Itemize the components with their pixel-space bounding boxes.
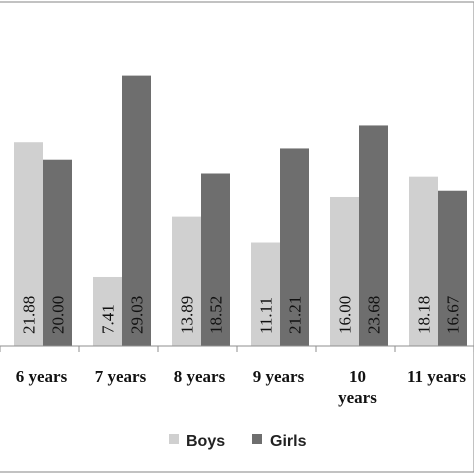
value-label-girls-3: 18.52 — [207, 296, 226, 334]
category-label-line: 8 years — [174, 367, 226, 386]
bar-boys-1 — [14, 142, 43, 346]
value-label-girls-5: 23.68 — [365, 296, 384, 334]
category-label-2: 7 years — [95, 367, 147, 386]
category-label-line: 11 years — [407, 367, 466, 386]
bar-girls-2 — [122, 75, 151, 346]
category-labels-group: 6 years 7 years 8 years 9 years 10 years 11 ye… — [16, 367, 467, 407]
bar-boys-2 — [93, 276, 122, 346]
category-label-5: 10 years — [338, 367, 377, 407]
bar-boys-4 — [251, 242, 280, 346]
value-label-girls-6: 16.67 — [444, 295, 463, 334]
category-label-line: 10 — [349, 367, 366, 386]
bar-boys-6 — [409, 176, 438, 346]
value-label-boys-5: 16.00 — [336, 296, 355, 334]
value-label-boys-6: 18.18 — [415, 296, 434, 334]
legend: Boys Girls — [169, 433, 307, 450]
legend-swatch-girls — [252, 434, 262, 444]
category-label-line: 9 years — [253, 367, 305, 386]
value-label-boys-4: 11.11 — [257, 297, 276, 334]
x-tick-marks — [0, 346, 474, 352]
bar-girls-4 — [280, 148, 309, 346]
legend-swatch-boys — [169, 434, 179, 444]
value-label-girls-4: 21.21 — [286, 296, 305, 334]
category-label-4: 9 years — [253, 367, 305, 386]
legend-label-boys: Boys — [186, 433, 225, 450]
legend-label-girls: Girls — [270, 433, 307, 450]
value-label-girls-1: 20.00 — [49, 296, 68, 334]
bars-group — [14, 75, 467, 346]
bar-boys-3 — [172, 216, 201, 346]
bar-girls-5 — [359, 125, 388, 346]
bar-girls-3 — [201, 173, 230, 346]
category-label-6: 11 years — [407, 367, 466, 386]
bar-girls-6 — [438, 190, 467, 346]
category-label-line: 6 years — [16, 367, 68, 386]
value-label-girls-2: 29.03 — [128, 296, 147, 334]
value-label-boys-3: 13.89 — [178, 296, 197, 334]
bar-boys-5 — [330, 196, 359, 346]
category-label-3: 8 years — [174, 367, 226, 386]
value-label-boys-2: 7.41 — [99, 304, 118, 334]
value-label-boys-1: 21.88 — [20, 296, 39, 334]
bar-girls-1 — [43, 159, 72, 346]
value-labels-group: 21.88 20.00 7.41 29.03 13.89 18.52 11.11 21.21 1… — [20, 295, 463, 334]
category-label-line: years — [338, 388, 377, 407]
category-label-1: 6 years — [16, 367, 68, 386]
category-label-line: 7 years — [95, 367, 147, 386]
